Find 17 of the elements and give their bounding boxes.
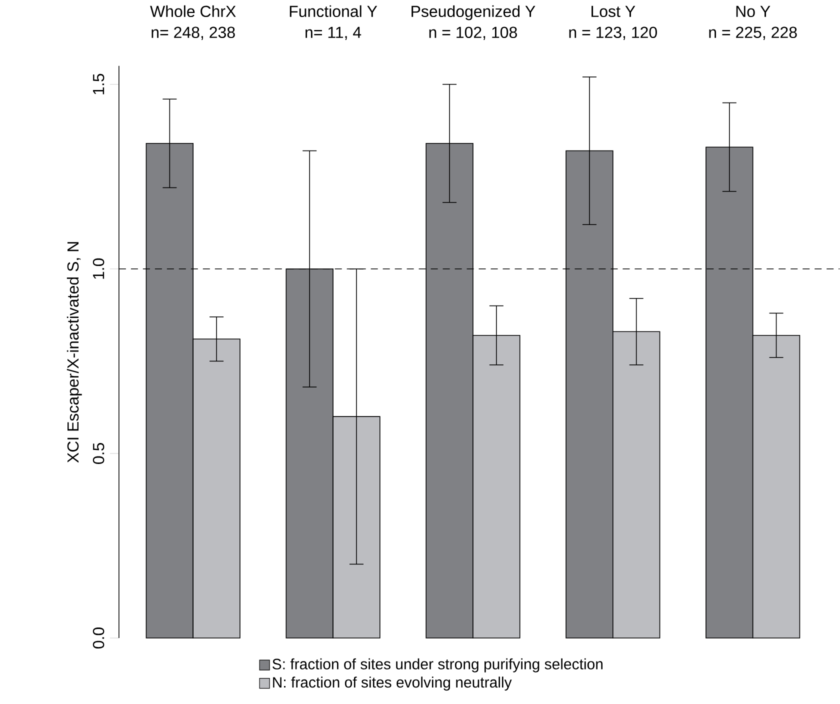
text: n= 248, 238: [152, 26, 235, 40]
x-tick-label: Pseudogenized Y: [412, 5, 536, 20]
y-tick-label: 1.0: [92, 258, 104, 279]
legend-label: S: fraction of sites under strong purifying selection: [272, 658, 603, 672]
text: n = 225, 228: [709, 26, 797, 40]
legend-label: N: fraction of sites evolving neutrally: [273, 676, 512, 691]
text: n= 11, 4: [306, 26, 362, 40]
x-tick-label: Whole ChrX: [150, 5, 236, 18]
x-tick-label: Functional Y: [290, 5, 378, 18]
x-tick-label: No Y: [736, 6, 770, 18]
y-axis-title: XCI Escaper/X-inactivated S, N: [66, 242, 82, 463]
y-tick-label: 0.0: [92, 628, 104, 649]
y-tick-label: 1.5: [93, 74, 104, 94]
text: n = 102, 108: [429, 26, 517, 40]
y-tick-label: 0.5: [92, 443, 104, 464]
x-tick-label: Lost Y: [592, 6, 636, 18]
text: n = 123, 120: [569, 26, 657, 40]
